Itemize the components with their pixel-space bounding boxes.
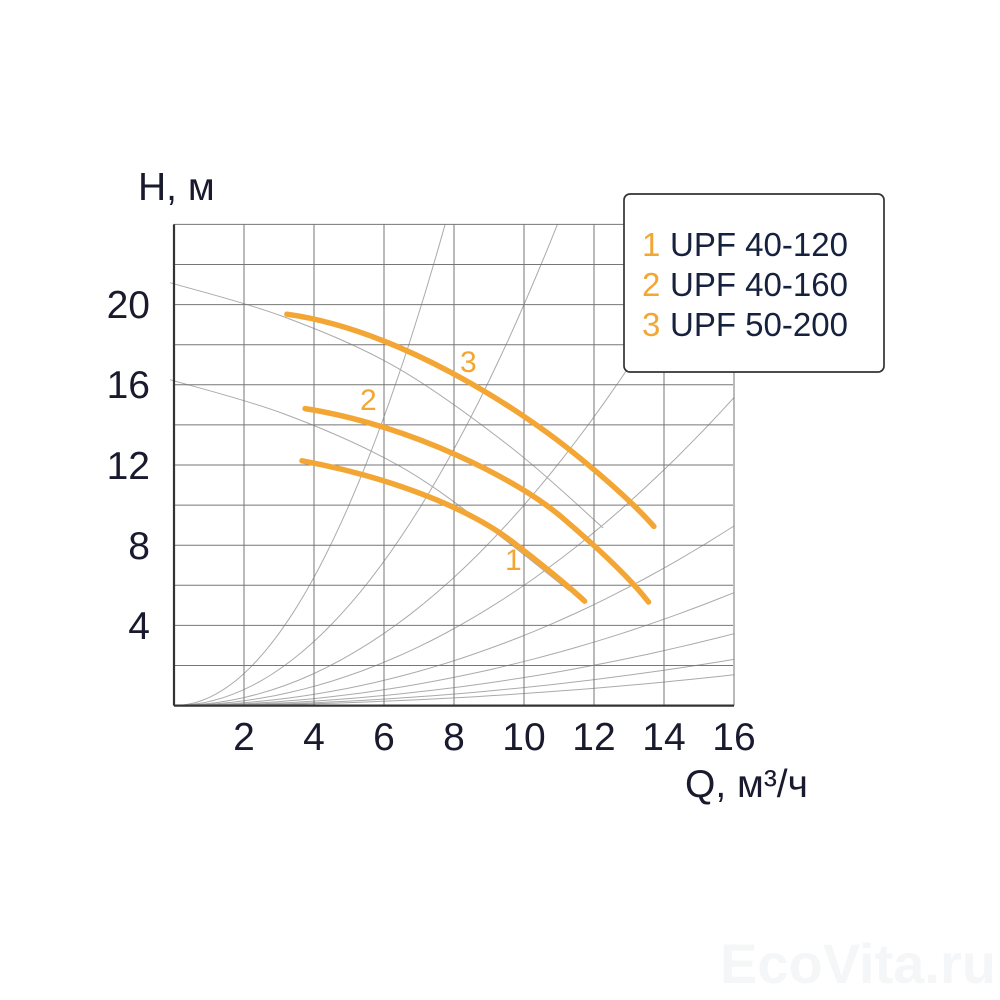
svg-text:3: 3 (642, 306, 660, 343)
svg-text:1: 1 (642, 226, 660, 263)
svg-text:20: 20 (107, 284, 150, 327)
svg-text:12: 12 (572, 716, 615, 759)
svg-text:10: 10 (502, 716, 545, 759)
svg-text:6: 6 (373, 716, 395, 759)
svg-text:3: 3 (460, 346, 477, 379)
svg-text:H, м: H, м (138, 166, 215, 209)
svg-text:4: 4 (303, 716, 325, 759)
svg-text:16: 16 (107, 364, 150, 407)
svg-text:UPF 40-120: UPF 40-120 (670, 226, 848, 263)
svg-text:4: 4 (128, 605, 150, 648)
svg-text:16: 16 (712, 716, 755, 759)
svg-text:8: 8 (443, 716, 465, 759)
svg-text:UPF 40-160: UPF 40-160 (670, 266, 848, 303)
svg-text:8: 8 (128, 525, 150, 568)
svg-text:14: 14 (642, 716, 685, 759)
svg-text:2: 2 (642, 266, 660, 303)
svg-text:12: 12 (107, 445, 150, 488)
svg-text:Q, м³/ч: Q, м³/ч (685, 763, 808, 806)
svg-text:UPF 50-200: UPF 50-200 (670, 306, 848, 343)
svg-text:2: 2 (233, 716, 255, 759)
svg-text:1: 1 (505, 544, 522, 577)
svg-text:2: 2 (360, 384, 377, 417)
svg-text:EcoVita.ru: EcoVita.ru (720, 932, 996, 995)
